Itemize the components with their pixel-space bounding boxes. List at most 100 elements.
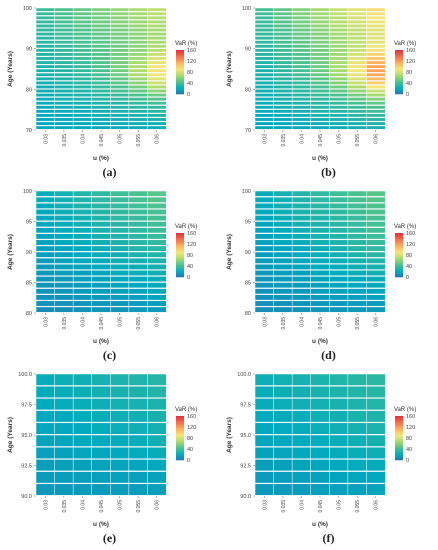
x-tick-label: 0.05 xyxy=(118,317,124,327)
heatmap-cell xyxy=(147,76,167,81)
heatmap-cell xyxy=(329,190,349,197)
heatmap-cell xyxy=(54,410,74,423)
heatmap-cell xyxy=(310,270,330,276)
heatmap-cell xyxy=(72,101,93,106)
heatmap-cell xyxy=(291,113,312,118)
heatmap-cell xyxy=(35,459,56,472)
legend-color-step xyxy=(176,52,184,54)
heatmap-cell xyxy=(310,263,330,270)
heatmap-cell xyxy=(91,68,111,73)
heatmap-cell xyxy=(91,190,111,197)
heatmap-cell xyxy=(273,101,293,106)
heatmap-cell xyxy=(291,215,312,222)
y-tick-label: 90.0 xyxy=(240,494,251,500)
x-tick-label: 0.06 xyxy=(374,500,380,510)
x-tick-label: 0.045 xyxy=(99,317,105,330)
heatmap-cell xyxy=(54,276,74,283)
legend-color-step xyxy=(176,438,184,440)
y-tick-label: 95.0 xyxy=(240,433,251,439)
heatmap-cell xyxy=(347,385,367,398)
heatmap-cell xyxy=(147,56,167,61)
heatmap-cell xyxy=(347,72,367,77)
heatmap-cell xyxy=(35,270,56,276)
legend-tick-label: 120 xyxy=(187,59,196,65)
heatmap-cell xyxy=(128,24,148,28)
heatmap-cell xyxy=(128,7,148,12)
heatmap-cell xyxy=(329,373,349,386)
heatmap-cell xyxy=(54,294,74,301)
heatmap-cell xyxy=(35,15,56,20)
heatmap-cell xyxy=(35,385,56,398)
heatmap-cell xyxy=(329,288,349,295)
heatmap-cell xyxy=(329,7,349,12)
heatmap-cell xyxy=(110,483,130,496)
legend-color-step xyxy=(395,84,403,86)
heatmap-cell xyxy=(291,125,312,130)
heatmap-cell xyxy=(329,270,349,276)
y-tick-label: 90 xyxy=(245,250,251,256)
legend-color-step xyxy=(395,242,403,245)
heatmap-cell xyxy=(128,125,148,130)
heatmap-cell xyxy=(310,209,330,215)
legend-color-step xyxy=(176,433,184,435)
legend-color-step xyxy=(176,247,184,249)
heatmap-cell xyxy=(273,300,293,307)
heatmap-cell xyxy=(72,64,93,69)
heatmap-cell xyxy=(147,276,167,283)
heatmap-cell xyxy=(147,233,167,240)
heatmap-cell xyxy=(366,215,386,222)
legend-color-step xyxy=(395,67,403,69)
legend-color-step xyxy=(176,267,184,269)
heatmap-cell xyxy=(291,446,312,459)
heatmap-cell xyxy=(54,471,74,484)
heatmap-cell xyxy=(35,89,56,93)
heatmap-cell xyxy=(54,19,74,24)
heatmap-cell xyxy=(291,109,312,114)
heatmap-cell xyxy=(329,105,349,110)
heatmap-cell xyxy=(91,40,111,45)
heatmap-cell xyxy=(273,196,293,203)
heatmap-cell xyxy=(273,459,293,472)
heatmap-cell xyxy=(291,121,312,126)
heatmap-cell xyxy=(254,209,275,215)
x-tick-label: 0.03 xyxy=(262,317,268,327)
heatmap-cell xyxy=(35,56,56,61)
heatmap-cell xyxy=(128,276,148,283)
heatmap-cell xyxy=(291,288,312,295)
heatmap-cell xyxy=(110,117,130,122)
heatmap-cell xyxy=(329,215,349,222)
heatmap-cell xyxy=(347,15,367,20)
heatmap-cell xyxy=(147,11,167,16)
heatmap-cell xyxy=(366,48,386,53)
heatmap-cell xyxy=(347,270,367,276)
legend-color-step xyxy=(395,56,403,58)
heatmap-cell xyxy=(72,288,93,295)
heatmap-cell xyxy=(72,28,93,32)
heatmap-cell xyxy=(347,109,367,114)
panel-label-e: (e) xyxy=(102,531,117,545)
heatmap-cell xyxy=(291,202,312,209)
legend-color-step xyxy=(395,446,403,449)
heatmap-cell xyxy=(310,288,330,295)
heatmap-cell xyxy=(54,15,74,20)
heatmap-cell xyxy=(254,276,275,283)
legend-color-step xyxy=(395,247,403,249)
legend-color-step xyxy=(176,444,184,446)
heatmap-cell xyxy=(35,60,56,65)
legend-color-step xyxy=(176,83,184,85)
legend-color-step xyxy=(395,249,403,251)
heatmap-cell xyxy=(347,28,367,32)
heatmap-cell xyxy=(110,239,130,246)
heatmap-cell xyxy=(35,80,56,85)
heatmap-chart-a: 70 80 90 100 0.03 0.035 0.04 0.045 0.05 0.055 0.06… xyxy=(7,6,197,162)
legend-color-step xyxy=(176,262,184,265)
legend-color-step xyxy=(176,430,184,432)
x-tick-label: 0.05 xyxy=(337,317,343,327)
heatmap-cell xyxy=(291,221,312,228)
legend-color-step xyxy=(395,248,403,250)
x-tick-label: 0.045 xyxy=(318,134,324,147)
legend-color-step xyxy=(176,456,184,459)
x-tick-label: 0.03 xyxy=(262,500,268,510)
legend-color-step xyxy=(395,420,403,422)
heatmap-cell xyxy=(273,190,293,197)
